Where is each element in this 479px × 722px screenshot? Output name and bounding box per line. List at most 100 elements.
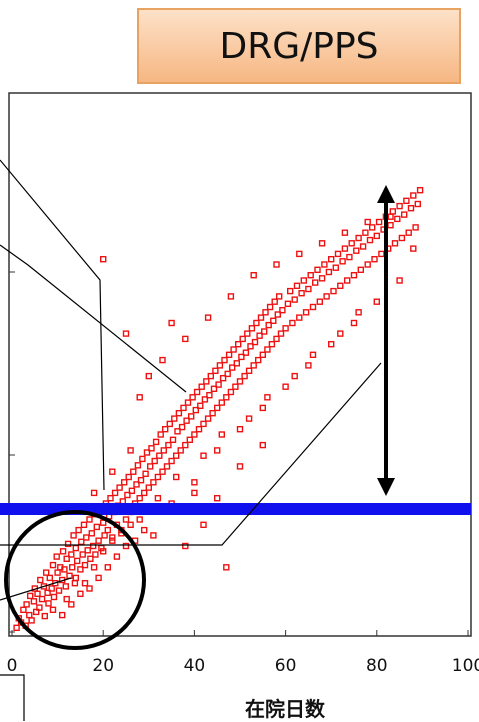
x-tick-label: 100 xyxy=(452,656,479,676)
data-point xyxy=(157,431,164,438)
data-point xyxy=(203,378,210,385)
data-point xyxy=(113,553,121,560)
data-point xyxy=(200,420,207,428)
data-point xyxy=(159,468,166,475)
data-point xyxy=(259,441,266,449)
data-point xyxy=(279,307,286,314)
data-point xyxy=(346,253,353,261)
data-point xyxy=(78,538,85,545)
x-axis-label: 在院日数 xyxy=(245,697,325,721)
data-point xyxy=(187,413,195,420)
data-point xyxy=(172,452,180,459)
data-point xyxy=(357,266,364,273)
data-point xyxy=(244,330,251,337)
data-point xyxy=(93,523,101,531)
data-point xyxy=(216,362,224,369)
data-point xyxy=(68,551,75,558)
data-point xyxy=(332,264,339,271)
data-point xyxy=(165,441,172,449)
data-point xyxy=(375,218,383,226)
data-point xyxy=(210,385,218,392)
threshold-line xyxy=(0,503,471,515)
data-point xyxy=(180,404,187,412)
data-point xyxy=(309,351,317,358)
data-point xyxy=(265,321,272,329)
data-point xyxy=(204,415,212,422)
data-point xyxy=(137,477,145,484)
data-point xyxy=(223,564,230,571)
data-point xyxy=(323,293,330,300)
data-point xyxy=(245,415,253,422)
data-point xyxy=(109,468,116,475)
data-point xyxy=(350,272,358,279)
data-point xyxy=(362,229,369,236)
data-point xyxy=(197,402,204,409)
x-tick-label: 60 xyxy=(275,656,297,676)
data-point xyxy=(364,218,371,226)
data-point xyxy=(72,574,80,582)
data-point xyxy=(410,245,417,252)
data-point xyxy=(38,595,46,603)
data-point xyxy=(396,277,403,284)
y-axis-ticks xyxy=(9,92,15,633)
data-point xyxy=(282,383,289,390)
data-point xyxy=(224,370,231,378)
data-point xyxy=(75,526,82,534)
data-point xyxy=(318,240,326,247)
data-point xyxy=(414,200,421,208)
data-point xyxy=(254,356,262,364)
data-point xyxy=(264,346,271,353)
data-point xyxy=(228,364,236,371)
data-point xyxy=(251,338,259,346)
cluster-circle xyxy=(4,510,146,650)
data-point xyxy=(178,423,186,431)
data-point xyxy=(201,396,209,403)
data-point xyxy=(61,566,68,573)
data-point xyxy=(396,202,403,210)
data-point xyxy=(330,287,337,295)
data-point xyxy=(151,457,158,465)
data-point xyxy=(364,261,371,268)
data-point xyxy=(293,282,301,289)
data-point xyxy=(277,330,285,337)
data-point xyxy=(79,551,86,558)
data-point xyxy=(136,516,143,523)
data-point xyxy=(264,394,271,401)
data-point xyxy=(291,372,298,380)
data-point xyxy=(182,335,189,343)
data-point xyxy=(250,272,257,279)
data-point xyxy=(242,349,250,356)
data-point xyxy=(247,343,254,350)
data-point xyxy=(341,229,349,236)
data-point xyxy=(206,392,213,399)
data-point xyxy=(309,303,317,311)
data-point xyxy=(90,489,98,497)
data-point xyxy=(405,229,412,236)
data-point xyxy=(50,593,58,601)
data-point xyxy=(37,576,44,584)
data-point xyxy=(207,372,215,380)
data-point xyxy=(184,399,192,406)
data-point xyxy=(183,417,190,424)
data-point xyxy=(337,330,344,337)
data-point xyxy=(232,383,239,390)
data-point xyxy=(46,574,53,582)
data-point xyxy=(191,431,198,438)
data-point xyxy=(215,381,222,388)
data-points xyxy=(13,186,424,631)
callout-line-5 xyxy=(0,674,25,721)
data-point xyxy=(128,487,136,494)
data-point xyxy=(416,186,424,194)
data-point xyxy=(99,519,107,526)
data-point xyxy=(90,564,98,571)
data-point xyxy=(257,314,265,321)
data-point xyxy=(328,341,335,348)
data-point xyxy=(169,436,177,443)
data-point xyxy=(145,372,153,380)
data-point xyxy=(271,298,278,305)
data-point xyxy=(230,346,237,353)
data-point xyxy=(148,445,155,452)
data-point xyxy=(221,356,228,364)
data-point xyxy=(241,372,248,380)
